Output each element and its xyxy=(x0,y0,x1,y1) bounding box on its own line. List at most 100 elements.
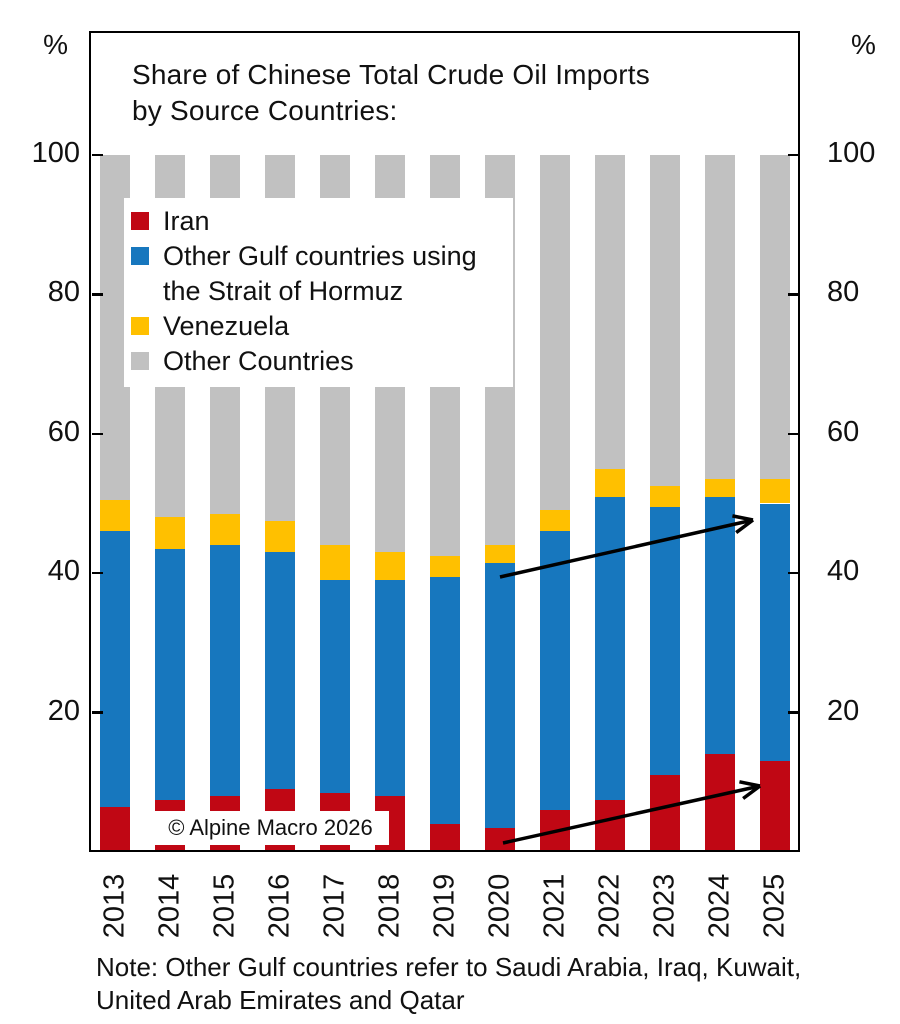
chart-title-line2: by Source Countries: xyxy=(132,95,398,126)
y-axis-label-left-80: 80 xyxy=(47,276,80,309)
bar-segment-2016 xyxy=(265,520,295,553)
y-axis-label-right-80: 80 xyxy=(827,276,860,309)
bar-segment-2022 xyxy=(595,799,625,852)
bar-segment-2019 xyxy=(430,555,460,577)
legend: Iran Other Gulf countries using the Strai… xyxy=(124,198,513,387)
y-axis-label-right-40: 40 xyxy=(827,555,860,588)
bar-segment-2017 xyxy=(320,545,350,581)
y-tick-right-20 xyxy=(788,711,799,714)
bar-segment-2019 xyxy=(430,576,460,825)
x-axis-label-2019: 2019 xyxy=(428,873,461,939)
y-axis-label-left-60: 60 xyxy=(47,415,80,448)
bar-segment-2016 xyxy=(265,552,295,790)
bar-segment-2022 xyxy=(595,468,625,497)
y-tick-left-100 xyxy=(91,153,103,157)
y-tick-left-80 xyxy=(91,293,103,296)
bar-segment-2024 xyxy=(705,155,735,480)
trend-arrow-head xyxy=(742,784,762,800)
bar-segment-2024 xyxy=(705,754,735,852)
y-tick-right-40 xyxy=(788,571,799,575)
bar-segment-2015 xyxy=(210,545,240,797)
x-axis-label-2025: 2025 xyxy=(758,873,791,939)
footnote: Note: Other Gulf countries refer to Saud… xyxy=(96,951,801,1017)
bar-segment-2025 xyxy=(760,503,790,762)
x-axis-label-2023: 2023 xyxy=(648,873,681,939)
watermark-text: © Alpine Macro 2026 xyxy=(168,815,373,840)
y-tick-left-20 xyxy=(91,711,103,714)
bar-segment-2022 xyxy=(595,496,625,800)
bar-segment-2014 xyxy=(155,548,185,800)
legend-label: Other Gulf countries using the Strait of… xyxy=(163,241,477,306)
trend-arrow-head xyxy=(739,780,761,788)
bar-segment-2017 xyxy=(320,580,350,793)
x-axis-label-2021: 2021 xyxy=(538,873,571,939)
legend-label: Iran xyxy=(163,206,210,236)
legend-label: Other Countries xyxy=(163,346,354,376)
bar-segment-2025 xyxy=(760,155,790,480)
bar-segment-2013 xyxy=(100,531,130,807)
bar-segment-2020 xyxy=(485,545,515,563)
y-tick-left-40 xyxy=(91,571,103,575)
bar-segment-2023 xyxy=(650,506,680,776)
legend-item: Iran xyxy=(131,204,513,239)
y-axis-label-left-100: 100 xyxy=(31,137,80,170)
bar-segment-2020 xyxy=(485,827,515,852)
y-tick-left-60 xyxy=(91,432,103,436)
y-axis-label-right-60: 60 xyxy=(827,415,860,448)
y-axis-unit-right: % xyxy=(851,29,876,60)
trend-arrow-head xyxy=(735,518,755,534)
y-axis-unit-left: % xyxy=(43,29,68,60)
bar-segment-2013 xyxy=(100,806,130,852)
y-axis-label-left-20: 20 xyxy=(47,694,80,727)
y-axis-label-left-40: 40 xyxy=(47,555,80,588)
bar-segment-2018 xyxy=(375,552,405,581)
chart-title: Share of Chinese Total Crude Oil Imports… xyxy=(132,57,650,129)
y-tick-right-100 xyxy=(788,153,799,157)
bar-segment-2023 xyxy=(650,486,680,507)
bar-segment-2021 xyxy=(540,510,570,532)
legend-swatch-icon xyxy=(131,317,149,335)
bar-segment-2014 xyxy=(155,517,185,549)
bar-segment-2024 xyxy=(705,496,735,755)
y-axis-label-right-20: 20 xyxy=(827,694,860,727)
bar-segment-2019 xyxy=(430,824,460,852)
chart-title-line1: Share of Chinese Total Crude Oil Imports xyxy=(132,59,650,90)
footnote-line1: Note: Other Gulf countries refer to Saud… xyxy=(96,952,802,982)
bar-segment-2020 xyxy=(485,562,515,828)
watermark: © Alpine Macro 2026 xyxy=(152,811,389,845)
legend-label: Venezuela xyxy=(163,311,290,341)
bar-segment-2015 xyxy=(210,513,240,546)
x-axis-label-2022: 2022 xyxy=(593,873,626,939)
x-axis-label-2013: 2013 xyxy=(98,873,131,939)
x-axis-label-2016: 2016 xyxy=(263,873,296,939)
x-axis-label-2014: 2014 xyxy=(153,873,186,939)
y-axis-label-right-100: 100 xyxy=(827,137,876,170)
bar-segment-2025 xyxy=(760,761,790,852)
bar-segment-2013 xyxy=(100,500,130,532)
bar-segment-2021 xyxy=(540,810,570,852)
bar-segment-2025 xyxy=(760,479,790,504)
x-axis-label-2017: 2017 xyxy=(318,873,351,939)
bar-segment-2018 xyxy=(375,580,405,797)
x-axis-label-2024: 2024 xyxy=(703,873,736,939)
x-axis-label-2018: 2018 xyxy=(373,873,406,939)
legend-item: Venezuela xyxy=(131,309,513,344)
legend-swatch-icon xyxy=(131,212,149,230)
x-axis-label-2015: 2015 xyxy=(208,873,241,939)
bar-segment-2024 xyxy=(705,479,735,497)
legend-item: Other Gulf countries using the Strait of… xyxy=(131,239,513,309)
bar-segment-2021 xyxy=(540,155,570,511)
bar-segment-2021 xyxy=(540,531,570,811)
x-axis-label-2020: 2020 xyxy=(483,873,516,939)
bar-segment-2023 xyxy=(650,775,680,852)
bar-segment-2022 xyxy=(595,155,625,469)
y-tick-right-60 xyxy=(788,432,799,436)
y-tick-right-80 xyxy=(788,293,799,296)
bar-segment-2023 xyxy=(650,155,680,487)
legend-swatch-icon xyxy=(131,352,149,370)
footnote-line2: United Arab Emirates and Qatar xyxy=(96,985,465,1015)
legend-item: Other Countries xyxy=(131,344,513,379)
trend-arrow-head xyxy=(732,514,754,522)
legend-swatch-icon xyxy=(131,247,149,265)
